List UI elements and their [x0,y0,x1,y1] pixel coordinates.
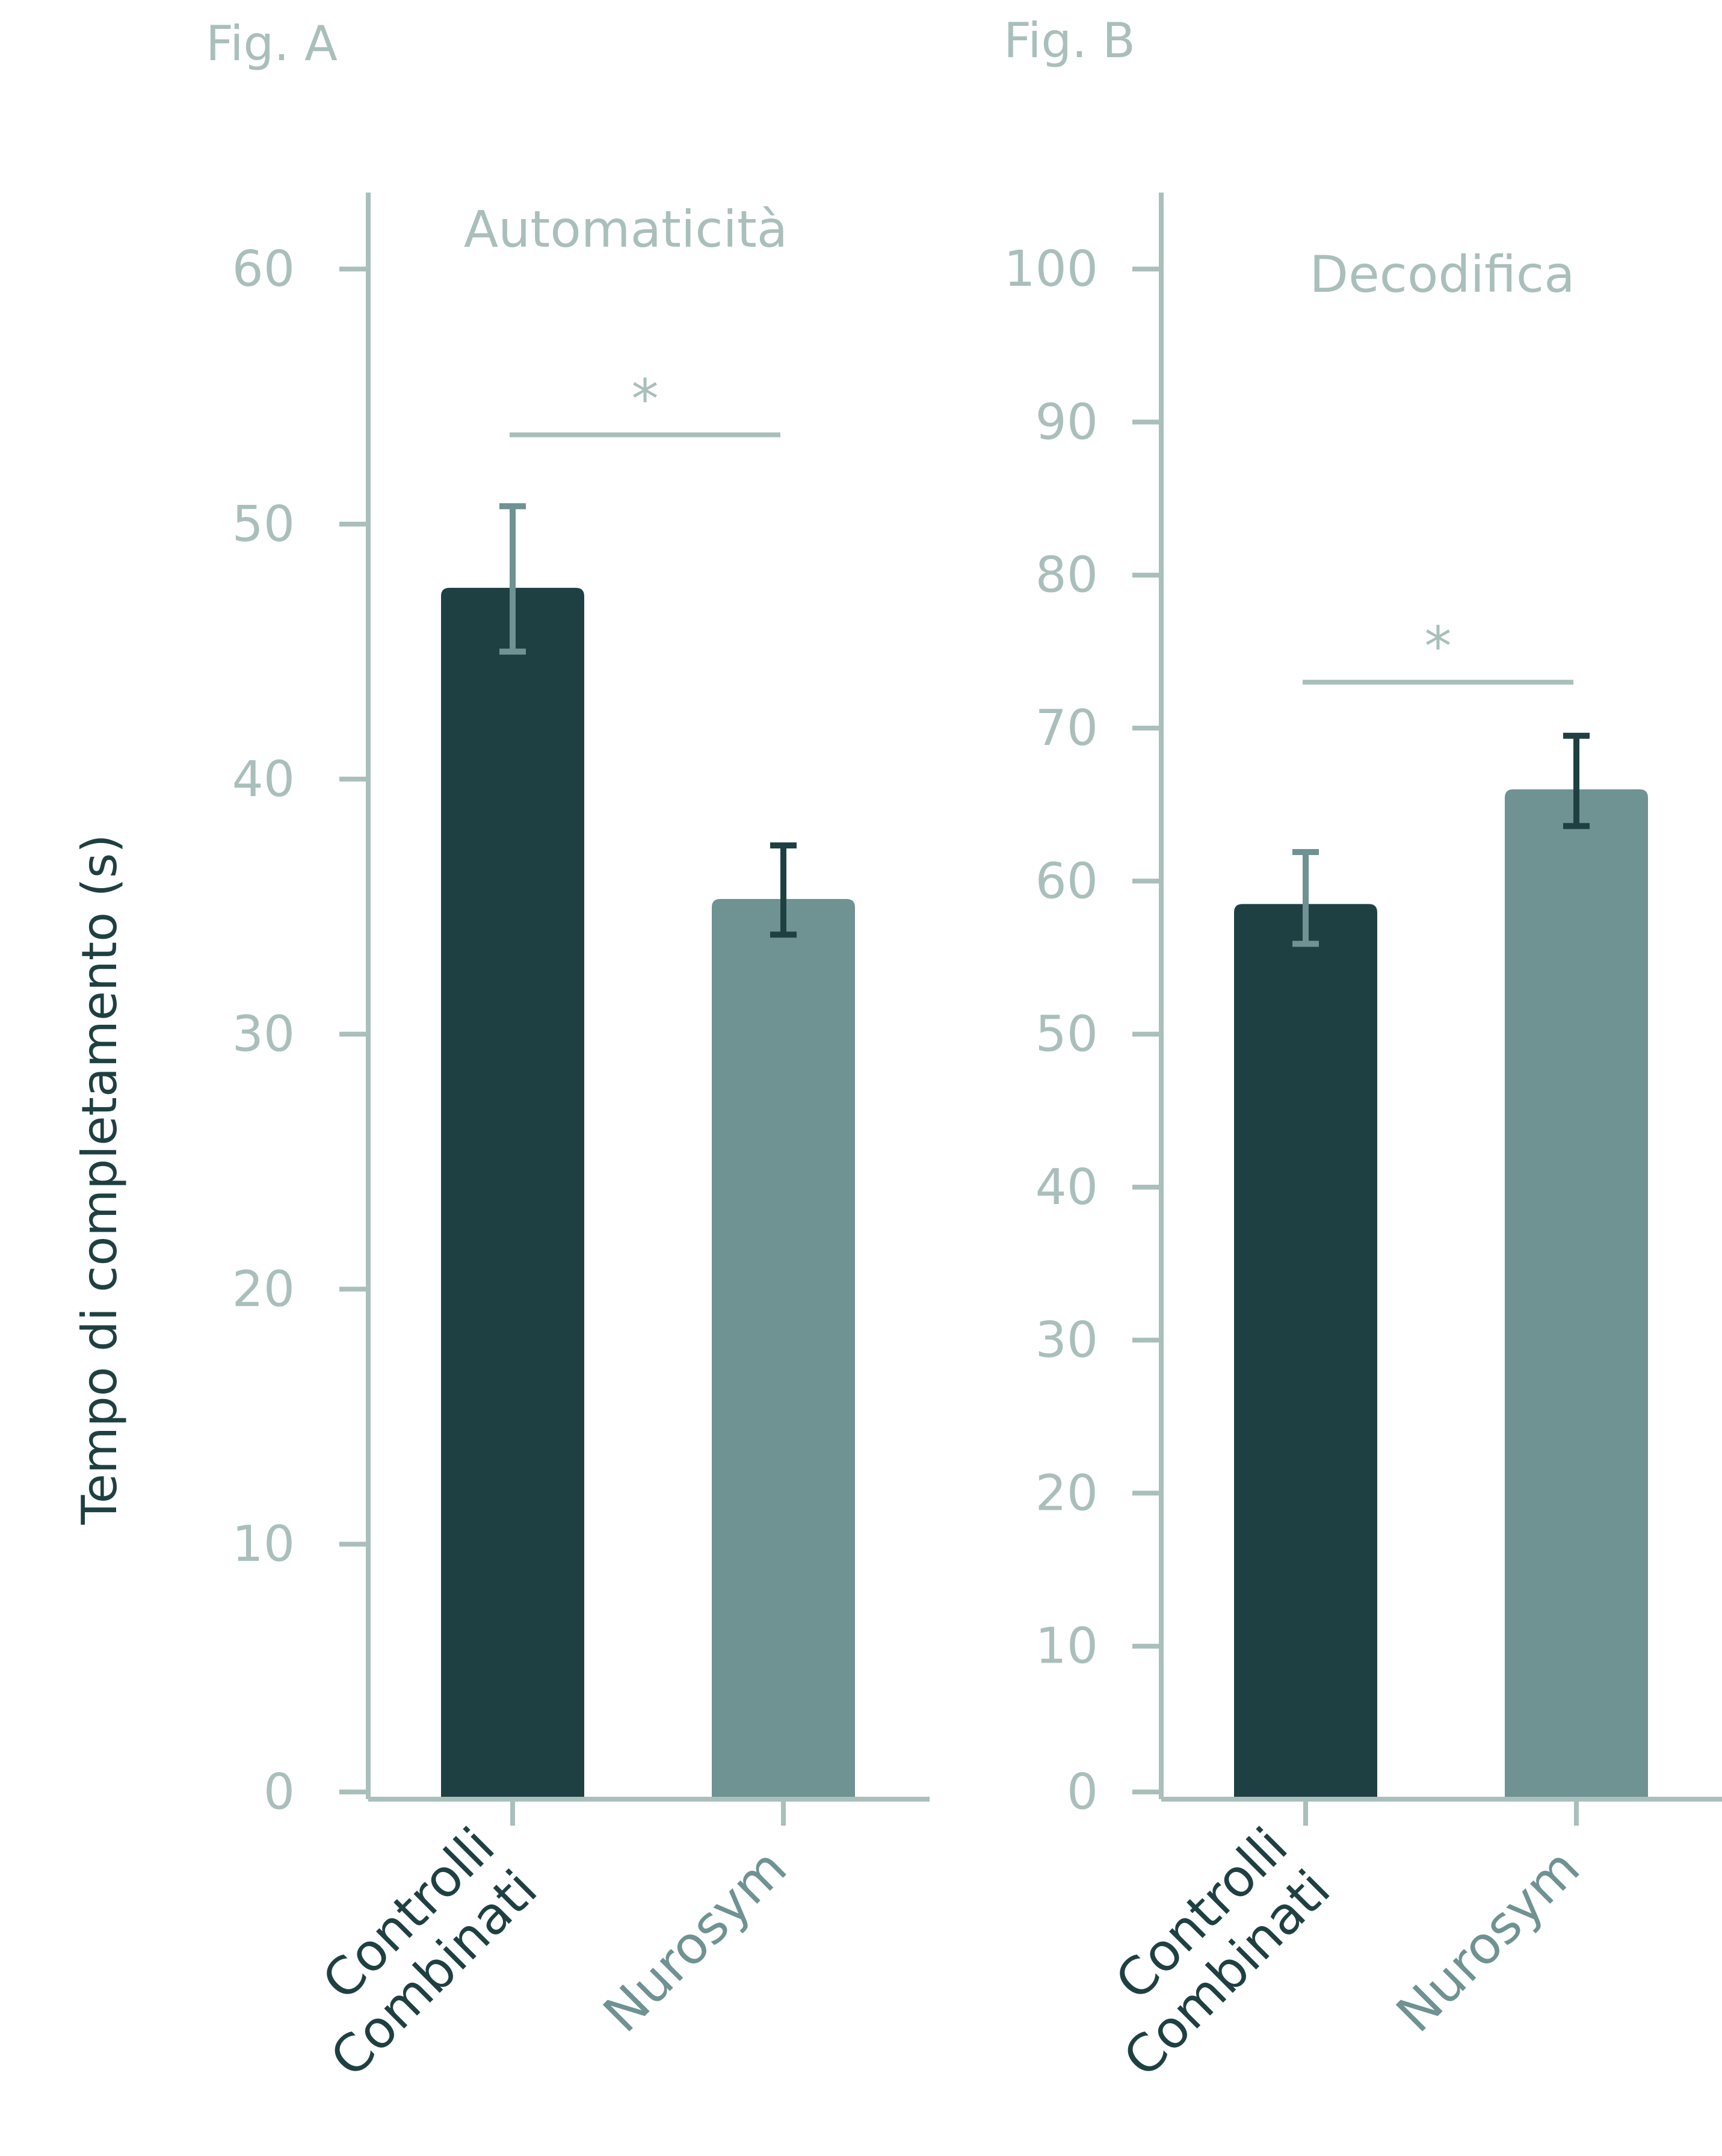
x-tick-label: Nurosym [1385,1838,1591,2044]
y-tick-label: 60 [232,241,295,298]
chart-title: Automaticità [464,200,788,259]
y-tick-label: 80 [1035,547,1098,604]
y-axis-label: Tempo di completamento (s) [72,834,128,1525]
chart-title: Decodifica [1309,245,1575,304]
y-tick-label: 70 [1035,700,1098,757]
fig-label: Fig. B [1004,13,1135,69]
bar [712,898,855,1797]
panel-a: Fig. A Automaticità 0 10 20 30 40 50 60 Controlli… [206,16,930,2089]
significance-label: * [632,368,659,431]
y-tick-label: 10 [1035,1618,1098,1675]
y-tick-label: 0 [1067,1764,1098,1821]
y-tick-label: 20 [232,1261,295,1318]
bar [441,587,584,1797]
y-tick-label: 100 [1004,241,1098,298]
x-tick-label: ControlliCombinati [1070,1817,1342,2089]
y-tick-label: 50 [1035,1006,1098,1063]
panel-b: Fig. B Decodifica 0 10 20 30 40 50 60 70 80 90 100 Co… [1004,13,1722,2089]
y-tick-label: 30 [1035,1312,1098,1369]
significance-label: * [1425,616,1452,679]
x-tick-label: ControlliCombinati [277,1817,549,2089]
bar [1234,904,1377,1797]
y-tick-label: 10 [232,1516,295,1573]
bar [1505,789,1648,1797]
y-tick-label: 40 [232,751,295,808]
fig-label: Fig. A [206,16,338,72]
y-tick-label: 50 [232,496,295,553]
y-tick-label: 20 [1035,1465,1098,1522]
y-tick-label: 30 [232,1006,295,1063]
y-tick-label: 0 [264,1764,295,1821]
y-tick-label: 40 [1035,1159,1098,1216]
y-tick-label: 90 [1035,394,1098,451]
x-tick-label: Nurosym [592,1838,798,2044]
y-tick-label: 60 [1035,853,1098,910]
